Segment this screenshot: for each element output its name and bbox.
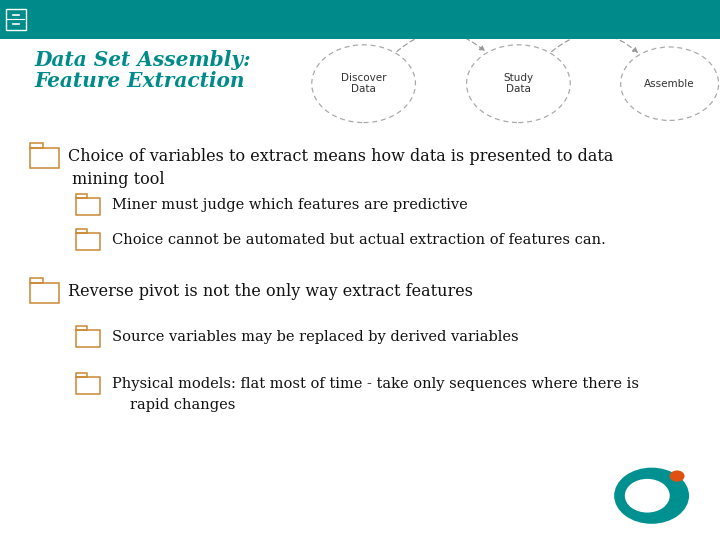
Text: Source variables may be replaced by derived variables: Source variables may be replaced by deri… <box>112 330 518 345</box>
Text: Discover
Data: Discover Data <box>341 73 387 94</box>
Text: Feature Extraction: Feature Extraction <box>35 71 245 91</box>
Text: Reverse pivot is not the only way extract features: Reverse pivot is not the only way extrac… <box>68 283 474 300</box>
Text: Choice cannot be automated but actual extraction of features can.: Choice cannot be automated but actual ex… <box>112 233 606 247</box>
Text: Assemble: Assemble <box>644 79 695 89</box>
Text: Data Set Assembly:: Data Set Assembly: <box>35 50 251 70</box>
Circle shape <box>625 479 670 512</box>
Text: rapid changes: rapid changes <box>130 398 235 412</box>
FancyBboxPatch shape <box>0 0 720 39</box>
Circle shape <box>614 468 689 524</box>
Text: Miner must judge which features are predictive: Miner must judge which features are pred… <box>112 198 467 212</box>
Text: Choice of variables to extract means how data is presented to data: Choice of variables to extract means how… <box>68 148 613 165</box>
Circle shape <box>670 470 685 482</box>
Text: Physical models: flat most of time - take only sequences where there is: Physical models: flat most of time - tak… <box>112 377 639 392</box>
Text: Study
Data: Study Data <box>503 73 534 94</box>
Text: mining tool: mining tool <box>72 171 165 188</box>
